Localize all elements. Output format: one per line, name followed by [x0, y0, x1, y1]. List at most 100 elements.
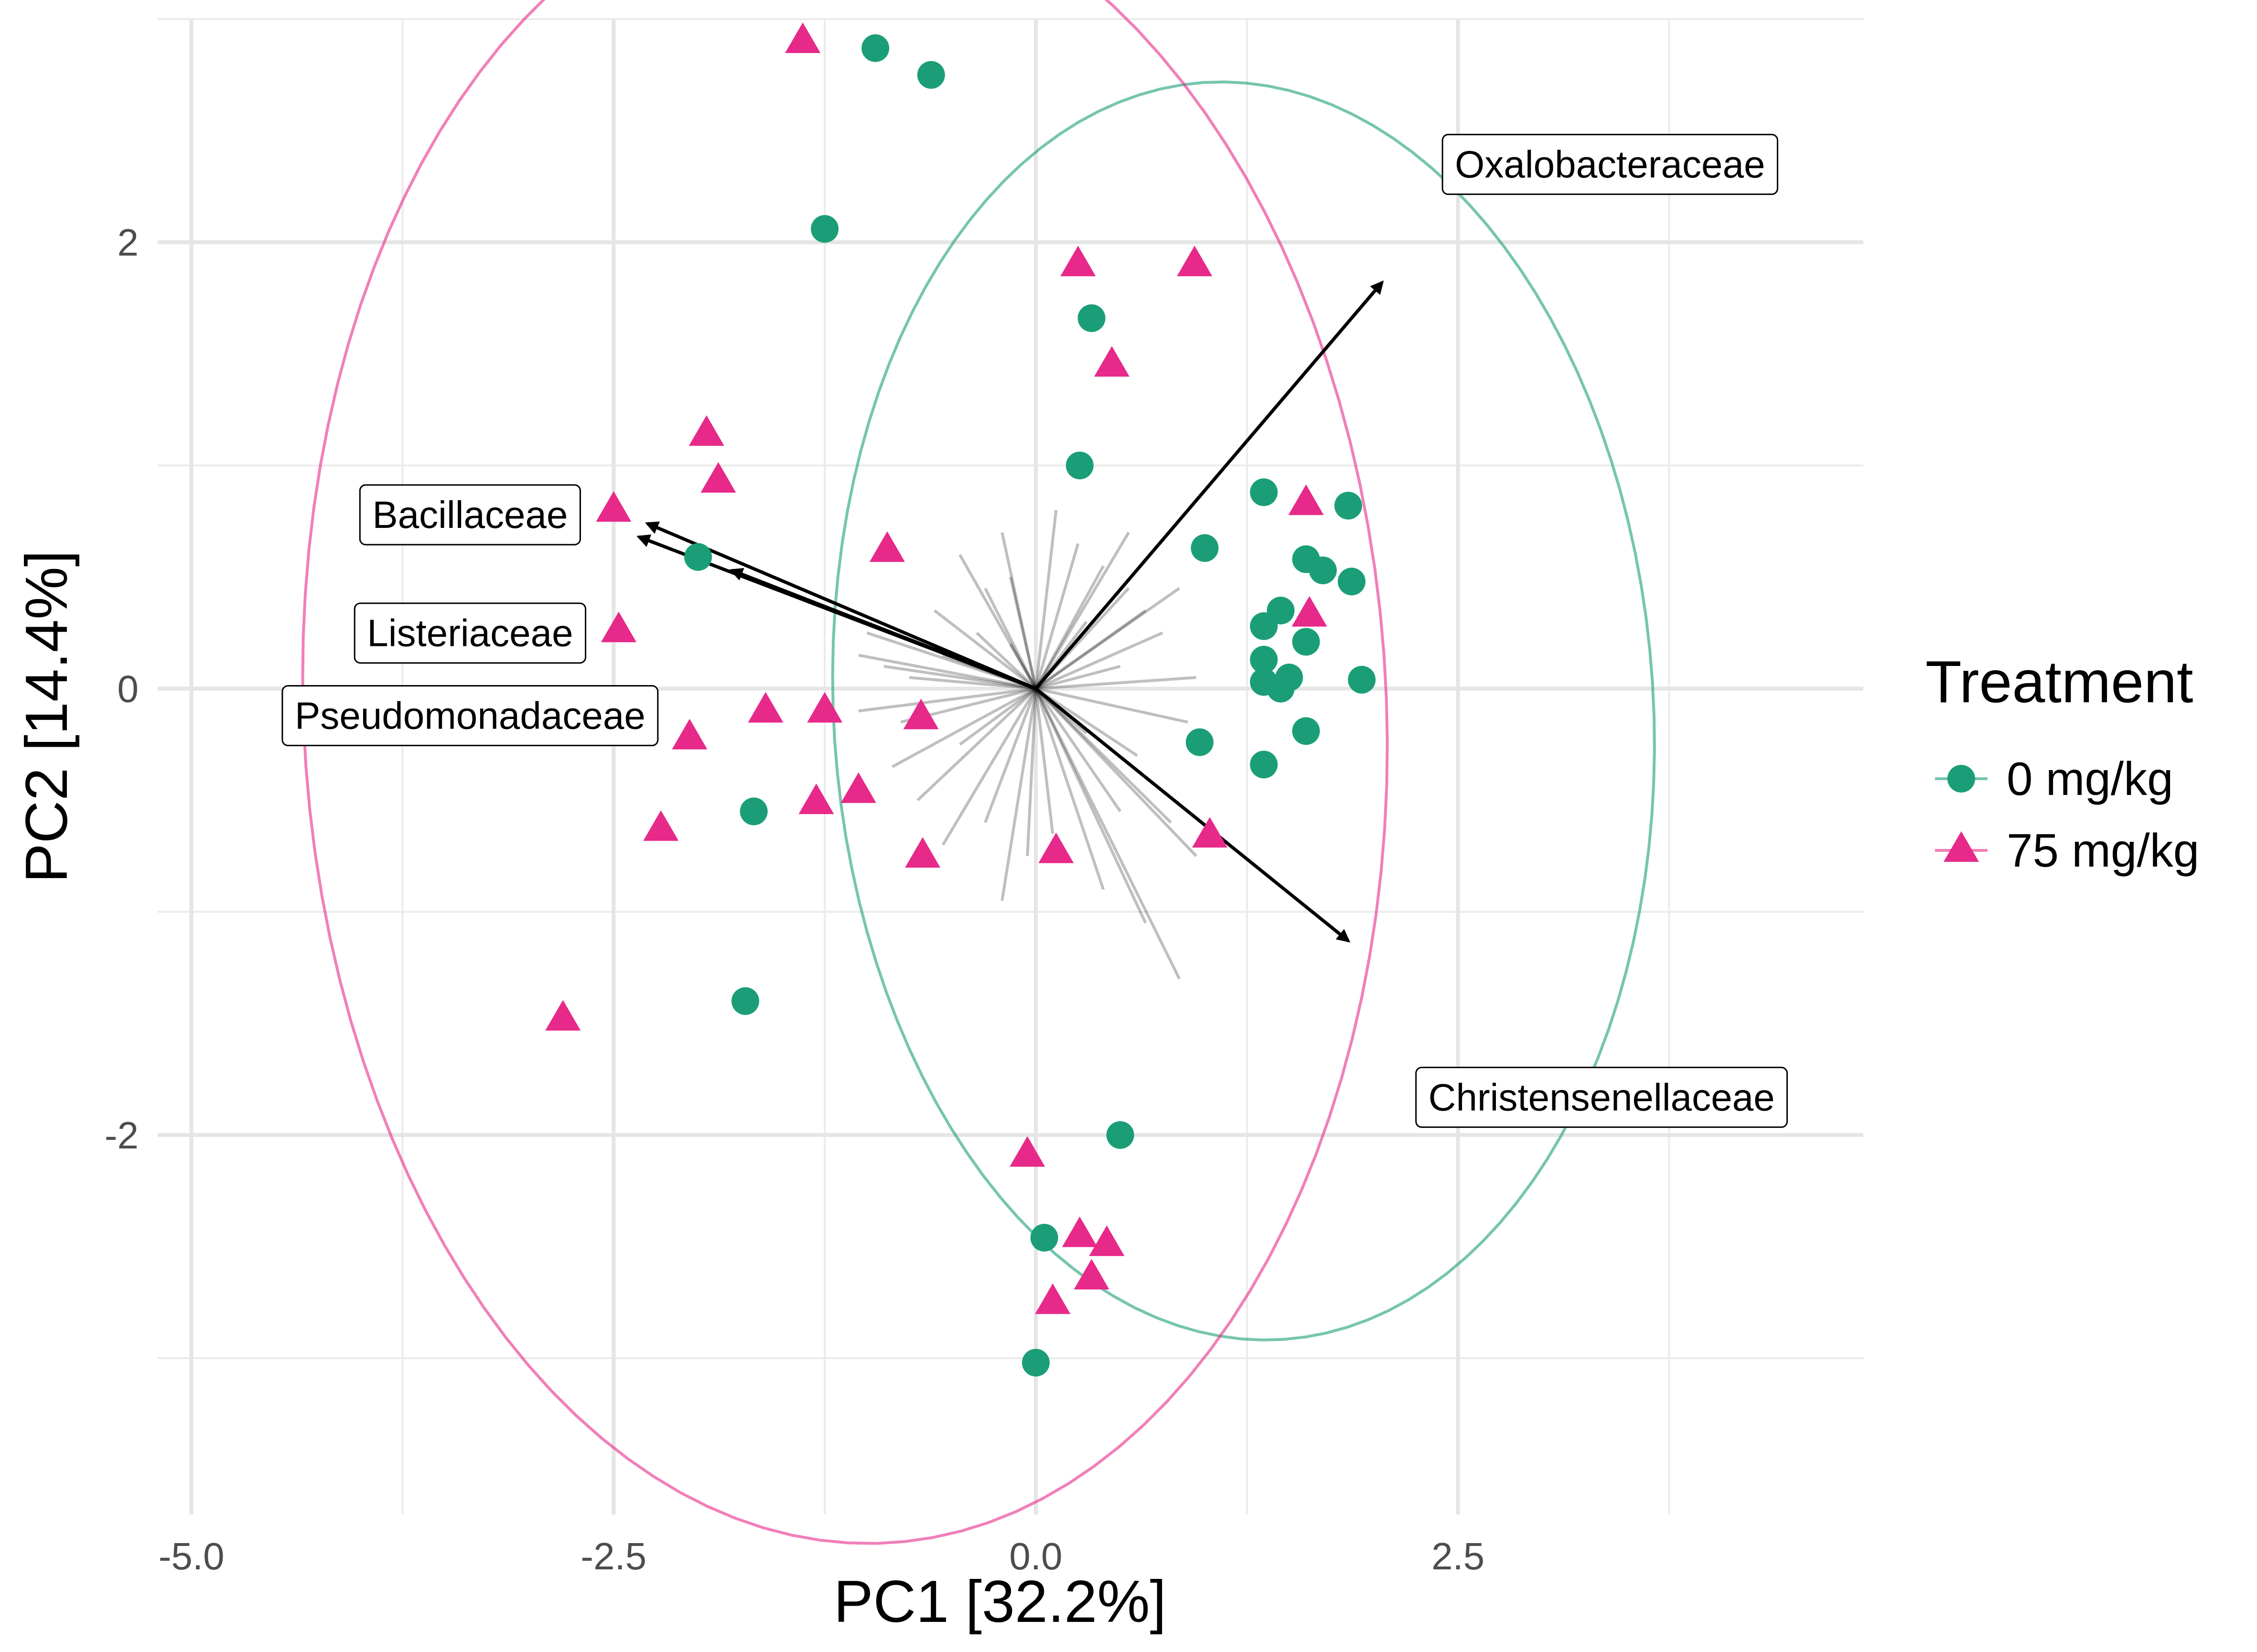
loading-vector-minor: [1034, 688, 1147, 924]
data-point-triangle: [545, 1000, 581, 1031]
loading-vector-minor: [984, 587, 1037, 689]
x-tick-label: -2.5: [580, 1535, 646, 1577]
data-point-triangle: [1291, 596, 1327, 627]
loading-vector-minor: [1034, 688, 1054, 834]
data-point-circle: [861, 34, 890, 62]
data-point-circle: [1292, 628, 1320, 656]
loading-vector-minor: [1034, 565, 1105, 689]
loading-arrow: [645, 521, 1037, 690]
data-point-triangle: [1035, 1283, 1071, 1314]
loading-vector-minor: [1034, 543, 1080, 689]
y-axis-ticks: -2 0 2: [105, 221, 139, 1157]
loading-vector-minor: [1034, 687, 1197, 857]
data-point-circle: [1250, 751, 1278, 779]
loading-vector-minor: [958, 554, 1037, 689]
loading-vector-minor: [942, 687, 1037, 846]
loading-arrow: [729, 568, 1037, 690]
data-point-triangle: [870, 531, 905, 562]
data-point-circle: [1338, 568, 1365, 596]
loading-vector-minor: [916, 687, 1037, 802]
loading-label-text: Bacillaceae: [372, 493, 568, 536]
data-point-triangle: [903, 698, 939, 729]
loading-vector-minor: [1000, 688, 1037, 901]
data-point-triangle: [1062, 1216, 1097, 1247]
x-tick-label: -5.0: [159, 1535, 225, 1577]
x-axis-ticks: -5.0 -2.5 0.0 2.5: [159, 1535, 1485, 1577]
loading-vector-minor: [984, 688, 1037, 823]
data-point-circle: [1250, 645, 1278, 674]
y-tick-label: 2: [118, 221, 139, 264]
data-point-circle: [1191, 534, 1219, 562]
data-point-circle: [1030, 1223, 1058, 1252]
loading-vector-minor: [1009, 577, 1037, 689]
data-point-triangle: [700, 462, 736, 493]
data-point-circle: [1250, 612, 1278, 640]
data-point-triangle: [1038, 832, 1074, 863]
data-point-circle: [1250, 478, 1278, 506]
data-point-circle: [1267, 675, 1295, 703]
loading-vector-minor: [1034, 510, 1058, 689]
data-point-circle: [1292, 717, 1320, 745]
data-point-triangle: [1288, 484, 1324, 515]
data-point-triangle: [807, 692, 843, 723]
data-point-triangle: [798, 783, 834, 815]
data-point-circle: [740, 797, 768, 826]
loading-arrow: [1034, 280, 1384, 690]
data-point-triangle: [672, 719, 708, 750]
data-point-triangle: [905, 837, 941, 868]
loading-vector-minor: [1035, 587, 1181, 690]
loading-label-box: [281, 685, 659, 747]
loading-vector-minor: [892, 687, 1037, 768]
legend-entry-label: 0 mg/kg: [2007, 752, 2173, 805]
data-point-circle: [917, 61, 945, 89]
confidence-ellipse: [301, 0, 1389, 1545]
loading-vector-minor: [1034, 687, 1122, 813]
data-point-circle: [731, 987, 760, 1015]
y-axis-title: PC2 [14.4%]: [14, 550, 80, 883]
x-tick-label: 2.5: [1431, 1535, 1484, 1577]
data-point-circle: [1185, 728, 1214, 756]
data-point-circle: [1022, 1349, 1050, 1377]
x-tick-label: 0.0: [1009, 1535, 1062, 1577]
loading-vector-minor: [1035, 665, 1121, 690]
loading-label-text: Listeriaceae: [367, 612, 573, 654]
y-tick-label: -2: [105, 1114, 139, 1157]
loading-label-box: [1415, 1066, 1788, 1128]
data-point-triangle: [1060, 246, 1096, 277]
loading-label-box: [354, 602, 587, 664]
data-point-triangle: [748, 692, 784, 723]
loading-vector-minor: [1035, 676, 1197, 690]
y-tick-label: 0: [118, 667, 139, 710]
loading-labels: Oxalobacteraceae Bacillaceae Listeriaceae P…: [281, 134, 1788, 1128]
loading-label: Listeriaceae: [354, 602, 587, 664]
loading-vector-minor: [858, 687, 1036, 713]
legend-entries: 0 mg/kg 75 mg/kg: [1935, 752, 2199, 877]
data-point-triangle: [596, 491, 632, 522]
loading-vector-minor: [909, 676, 1036, 690]
data-point-triangle: [688, 415, 724, 446]
data-point-triangle: [1192, 817, 1228, 848]
loading-label-text: Pseudomonadaceae: [295, 695, 645, 737]
data-point-circle: [1334, 492, 1362, 520]
loading-vector-minor: [1009, 643, 1037, 689]
loading-vector-minor: [1026, 688, 1038, 857]
data-point-circle: [684, 543, 712, 571]
data-point-triangle: [1010, 1136, 1045, 1167]
grid-minor: [158, 18, 1863, 1514]
loading-vector-minor: [1035, 631, 1163, 690]
data-point-triangle: [1177, 246, 1213, 277]
loading-label: Oxalobacteraceae: [1441, 134, 1778, 195]
loading-arrow: [1034, 687, 1351, 943]
data-point-triangle: [643, 810, 679, 841]
loading-label: Christensenellaceae: [1415, 1066, 1788, 1128]
data-point-circle: [1106, 1121, 1134, 1149]
loading-vector-minor: [858, 654, 1036, 690]
loading-vector-minor: [1034, 531, 1130, 690]
loading-vector-minor: [883, 665, 1036, 690]
data-point-triangle: [601, 611, 636, 643]
data-point-triangle: [785, 22, 821, 53]
loading-vector-minor: [1035, 687, 1138, 757]
loading-vector-minor: [934, 609, 1037, 690]
